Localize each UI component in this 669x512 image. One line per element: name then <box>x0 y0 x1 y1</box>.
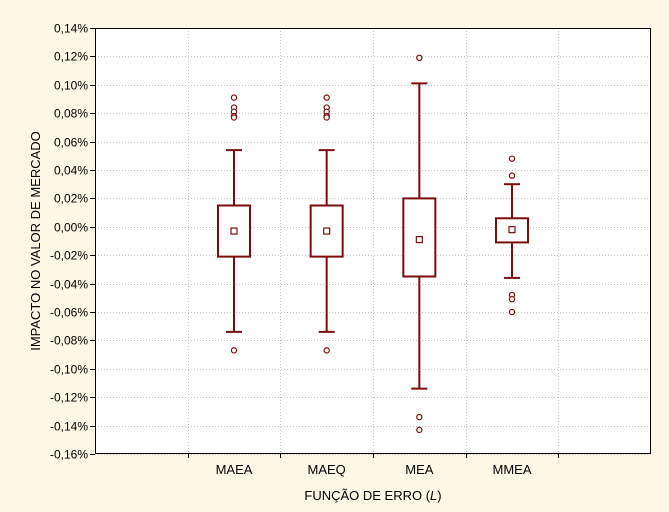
x-axis-title-italic: L <box>430 488 437 503</box>
y-axis-title: IMPACTO NO VALOR DE MERCADO <box>28 131 43 351</box>
outlier-point <box>416 54 423 62</box>
y-tick-label: -0,12% <box>50 391 88 405</box>
x-tick-label: MAEQ <box>308 462 346 477</box>
x-axis-title-prefix: FUNÇÃO DE ERRO ( <box>304 488 430 503</box>
y-tick-label: -0,04% <box>50 278 88 292</box>
outlier-point <box>416 426 423 434</box>
y-tick-label: -0,10% <box>50 363 88 377</box>
median-marker <box>230 227 238 235</box>
median-marker <box>415 235 423 244</box>
y-tick-label: 0,14% <box>54 22 88 36</box>
x-tick-label: MEA <box>405 462 434 477</box>
y-tick-label: -0,08% <box>50 334 88 348</box>
x-axis-title-suffix: ) <box>437 488 441 503</box>
outlier-point <box>416 413 423 421</box>
x-axis-ticks: MAEA MAEQ MEA MMEA <box>188 454 559 477</box>
y-tick-label: -0,14% <box>50 420 88 434</box>
x-tick-label: MAEA <box>216 462 253 477</box>
gridlines <box>95 28 651 455</box>
y-axis-ticks: 0,14% 0,12% 0,10% 0,08% 0,06% 0,04% 0,02% 0,00%… <box>50 22 95 462</box>
y-tick-label: 0,08% <box>54 107 88 121</box>
plot-frame <box>95 28 651 454</box>
box-maea <box>217 94 251 354</box>
y-tick-label: 0,10% <box>54 79 88 93</box>
outlier-point <box>323 114 330 121</box>
box-mea <box>402 54 437 434</box>
outlier-point <box>508 155 516 162</box>
interquartile-box <box>217 204 251 258</box>
median-marker <box>323 227 331 235</box>
outlier-point <box>323 94 330 101</box>
median-marker <box>508 226 516 234</box>
outlier-point <box>508 296 516 303</box>
y-tick-label: 0,00% <box>54 221 88 235</box>
outlier-point <box>508 172 516 179</box>
y-tick-label: 0,04% <box>54 164 88 178</box>
box-series <box>217 54 529 434</box>
y-tick-label: 0,06% <box>54 136 88 150</box>
interquartile-box <box>309 204 344 258</box>
y-tick-label: -0,02% <box>50 249 88 263</box>
outlier-point <box>230 94 238 101</box>
y-tick-label: 0,02% <box>54 192 88 206</box>
y-tick-label: 0,12% <box>54 50 88 64</box>
x-tick-label: MMEA <box>493 462 532 477</box>
x-axis-title: FUNÇÃO DE ERRO (L) <box>304 488 441 503</box>
box-maeq <box>309 94 344 354</box>
y-tick-label: -0,16% <box>50 448 88 462</box>
outlier-point <box>230 114 238 121</box>
outlier-point <box>508 308 516 316</box>
y-tick-label: -0,06% <box>50 306 88 320</box>
outlier-point <box>230 347 238 354</box>
box-mmea <box>495 155 529 316</box>
outlier-point <box>323 347 330 354</box>
